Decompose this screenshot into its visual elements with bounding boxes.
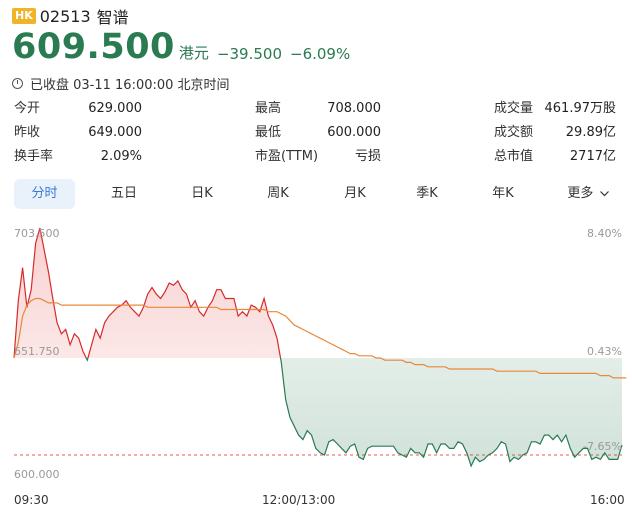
stat-label-low: 最低 xyxy=(255,125,282,140)
price-change-pct: −6.09% xyxy=(290,45,351,63)
tab-daily-k[interactable]: 日K xyxy=(191,186,213,201)
average-price-line xyxy=(13,297,627,379)
stat-value-open: 629.000 xyxy=(88,101,142,116)
price-fill-below xyxy=(14,358,622,466)
stats-col-2: 最高 708.000 最低 600.000 市盈(TTM) 亏损 xyxy=(255,100,381,172)
x-label-open: 09:30 xyxy=(14,493,49,507)
tab-weekly-k[interactable]: 周K xyxy=(267,186,289,201)
stats-col-3: 成交量 461.97万股 成交额 29.89亿 总市值 2717亿 xyxy=(494,100,616,172)
intraday-chart[interactable] xyxy=(0,222,632,492)
stat-label-turnover-rate: 换手率 xyxy=(14,149,54,164)
y-label-left-mid: 651.750 xyxy=(14,345,60,358)
tab-quarterly-k[interactable]: 季K xyxy=(416,186,438,201)
tab-monthly-k[interactable]: 月K xyxy=(344,186,366,201)
stats-col-1: 今开 629.000 昨收 649.000 换手率 2.09% xyxy=(14,100,142,172)
price-line-down xyxy=(14,358,623,468)
stat-label-pe: 市盈(TTM) xyxy=(255,149,319,164)
stat-value-high: 708.000 xyxy=(327,101,381,116)
market-status: 已收盘 03-11 16:00:00 北京时间 xyxy=(12,74,230,93)
x-label-close: 16:00 xyxy=(590,493,625,507)
tab-more[interactable]: 更多 xyxy=(550,179,626,209)
price-line-up xyxy=(13,227,282,358)
stat-label-high: 最高 xyxy=(255,101,282,116)
last-price: 609.500 xyxy=(12,27,175,67)
y-label-right-bottom: -7.65% xyxy=(583,440,622,453)
y-label-left-bottom: 600.000 xyxy=(14,468,60,481)
stat-value-amount: 29.89亿 xyxy=(565,125,616,140)
stat-label-open: 今开 xyxy=(14,101,41,116)
status-text: 已收盘 03-11 16:00:00 北京时间 xyxy=(30,78,230,93)
stat-value-market-cap: 2717亿 xyxy=(569,149,616,164)
y-label-left-top: 703.500 xyxy=(14,227,60,240)
stock-code: 02513 xyxy=(39,6,91,26)
y-label-right-top: 8.40% xyxy=(587,227,622,240)
price-fill-above xyxy=(14,228,622,358)
clock-icon xyxy=(12,78,23,89)
tab-5day[interactable]: 五日 xyxy=(110,186,137,201)
stat-label-prev-close: 昨收 xyxy=(14,125,41,140)
stock-header: HK 02513 智谱 xyxy=(12,4,129,28)
stat-label-market-cap: 总市值 xyxy=(494,149,534,164)
tab-more-label: 更多 xyxy=(567,186,594,201)
price-change: −39.500 xyxy=(216,45,282,63)
currency: 港元 xyxy=(178,44,209,62)
market-badge: HK xyxy=(12,8,36,24)
stat-value-low: 600.000 xyxy=(327,125,381,140)
stat-value-turnover-rate: 2.09% xyxy=(100,149,142,164)
stat-label-amount: 成交额 xyxy=(494,125,534,140)
tab-yearly-k[interactable]: 年K xyxy=(492,186,514,201)
stock-name: 智谱 xyxy=(96,8,129,27)
stat-value-volume: 461.97万股 xyxy=(544,101,617,116)
stat-value-prev-close: 649.000 xyxy=(88,125,142,140)
chevron-down-icon xyxy=(599,190,609,196)
stat-label-volume: 成交量 xyxy=(494,101,534,116)
tab-intraday[interactable]: 分时 xyxy=(14,179,75,209)
stat-value-pe: 亏损 xyxy=(354,149,381,164)
period-tabs: 分时 五日 日K 周K 月K 季K 年K 更多 xyxy=(14,179,626,209)
y-label-right-mid: 0.43% xyxy=(587,345,622,358)
x-label-midday: 12:00/13:00 xyxy=(262,493,336,507)
quote-row: 609.500 港元 −39.500 −6.09% xyxy=(12,28,350,66)
